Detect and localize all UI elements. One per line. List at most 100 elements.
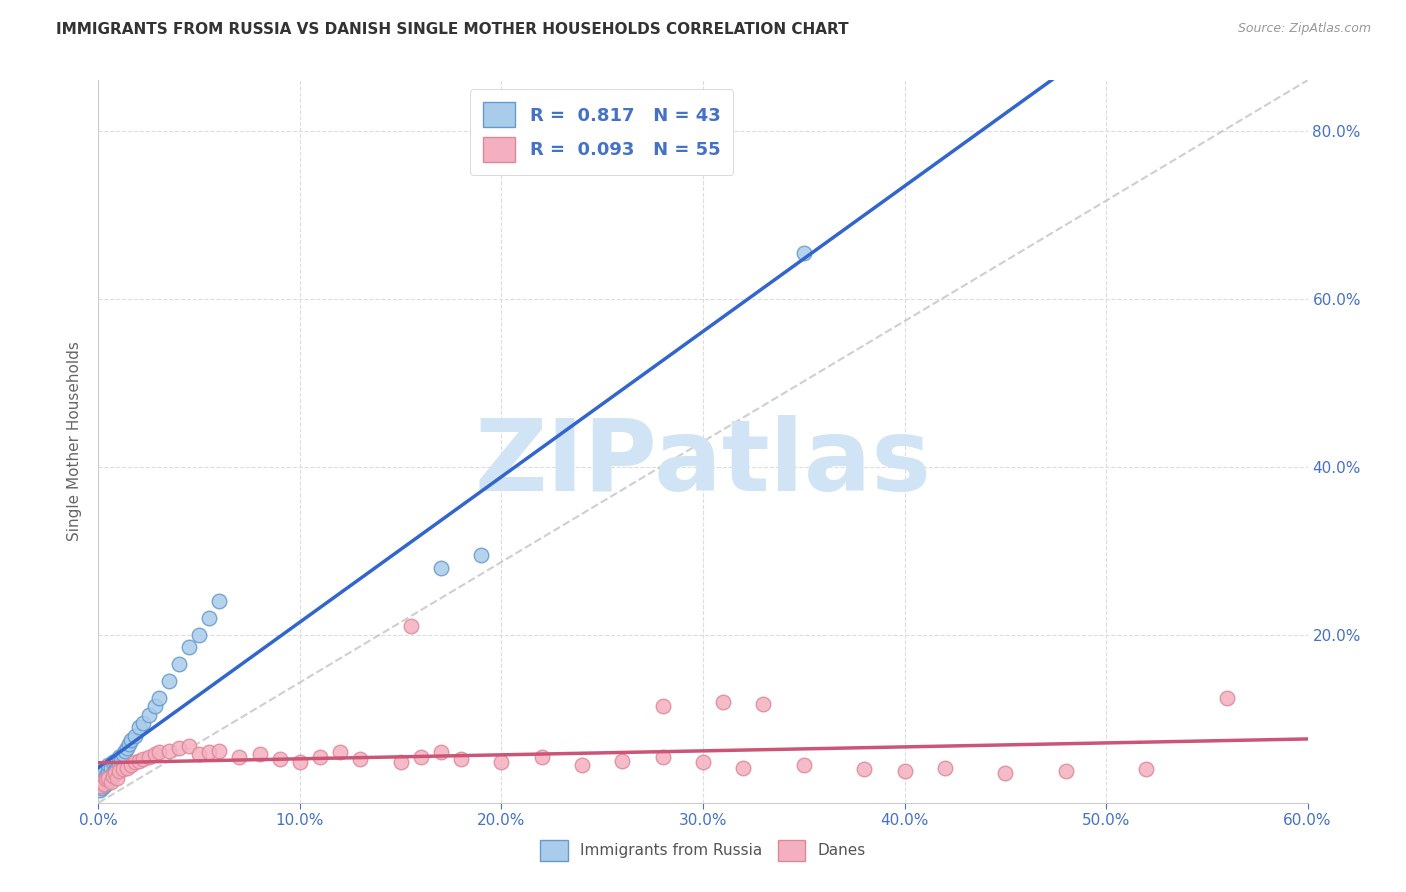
Point — [288, 756, 311, 770]
Point — [711, 695, 734, 709]
Point — [138, 749, 160, 764]
Point — [105, 760, 128, 774]
Point — [91, 774, 114, 789]
Point — [97, 774, 120, 789]
Point — [409, 749, 432, 764]
Point — [101, 756, 124, 770]
Point — [1135, 762, 1157, 776]
Point — [530, 749, 553, 764]
Text: IMMIGRANTS FROM RUSSIA VS DANISH SINGLE MOTHER HOUSEHOLDS CORRELATION CHART: IMMIGRANTS FROM RUSSIA VS DANISH SINGLE … — [56, 22, 849, 37]
Point — [188, 628, 211, 642]
Point — [103, 766, 125, 780]
Point — [651, 749, 673, 764]
Point — [97, 758, 120, 772]
Point — [188, 747, 211, 761]
Point — [692, 756, 714, 770]
Point — [179, 739, 201, 753]
Point — [115, 760, 138, 774]
Point — [157, 744, 180, 758]
Point — [733, 760, 755, 774]
Point — [93, 779, 115, 793]
Point — [103, 754, 125, 768]
Point — [100, 774, 122, 789]
Y-axis label: Single Mother Households: Single Mother Households — [67, 342, 83, 541]
Point — [198, 745, 221, 759]
Point — [208, 744, 231, 758]
Text: Source: ZipAtlas.com: Source: ZipAtlas.com — [1237, 22, 1371, 36]
Point — [89, 779, 111, 793]
Point — [128, 720, 150, 734]
Point — [612, 754, 634, 768]
Point — [148, 690, 170, 705]
Point — [167, 657, 190, 672]
Point — [91, 774, 114, 789]
Point — [1216, 690, 1239, 705]
Point — [198, 611, 221, 625]
Point — [91, 771, 114, 785]
Point — [124, 729, 146, 743]
Point — [118, 737, 141, 751]
Point — [107, 764, 129, 778]
Point — [114, 744, 136, 758]
Point — [110, 754, 132, 768]
Point — [111, 762, 134, 776]
Point — [105, 771, 128, 785]
Point — [167, 741, 190, 756]
Point — [470, 548, 492, 562]
Point — [89, 779, 111, 793]
Point — [148, 745, 170, 759]
Point — [157, 673, 180, 688]
Point — [96, 769, 118, 783]
Point — [132, 752, 155, 766]
Point — [349, 752, 371, 766]
Point — [107, 758, 129, 772]
Point — [96, 772, 118, 787]
Point — [450, 752, 472, 766]
Legend: Immigrants from Russia, Danes: Immigrants from Russia, Danes — [534, 833, 872, 867]
Point — [228, 749, 250, 764]
Point — [179, 640, 201, 655]
Point — [100, 760, 122, 774]
Point — [389, 756, 412, 770]
Point — [128, 754, 150, 768]
Point — [89, 783, 111, 797]
Point — [101, 769, 124, 783]
Point — [208, 594, 231, 608]
Point — [651, 699, 673, 714]
Point — [138, 707, 160, 722]
Point — [249, 747, 271, 761]
Point — [793, 245, 815, 260]
Point — [309, 749, 332, 764]
Point — [100, 771, 122, 785]
Point — [91, 780, 114, 795]
Point — [124, 756, 146, 770]
Point — [853, 762, 876, 776]
Point — [143, 747, 166, 761]
Point — [793, 758, 815, 772]
Point — [571, 758, 593, 772]
Point — [97, 764, 120, 778]
Point — [111, 747, 134, 761]
Point — [491, 756, 513, 770]
Point — [752, 697, 775, 711]
Point — [93, 772, 115, 787]
Point — [120, 732, 142, 747]
Text: ZIPatlas: ZIPatlas — [475, 415, 931, 512]
Point — [934, 760, 956, 774]
Point — [132, 716, 155, 731]
Point — [329, 745, 352, 759]
Point — [96, 777, 118, 791]
Point — [103, 764, 125, 778]
Point — [430, 560, 453, 574]
Point — [269, 752, 291, 766]
Point — [143, 699, 166, 714]
Point — [93, 766, 115, 780]
Point — [399, 619, 422, 633]
Point — [115, 741, 138, 756]
Point — [893, 764, 915, 778]
Point — [97, 771, 120, 785]
Point — [93, 777, 115, 791]
Point — [101, 766, 124, 780]
Point — [430, 745, 453, 759]
Point — [107, 749, 129, 764]
